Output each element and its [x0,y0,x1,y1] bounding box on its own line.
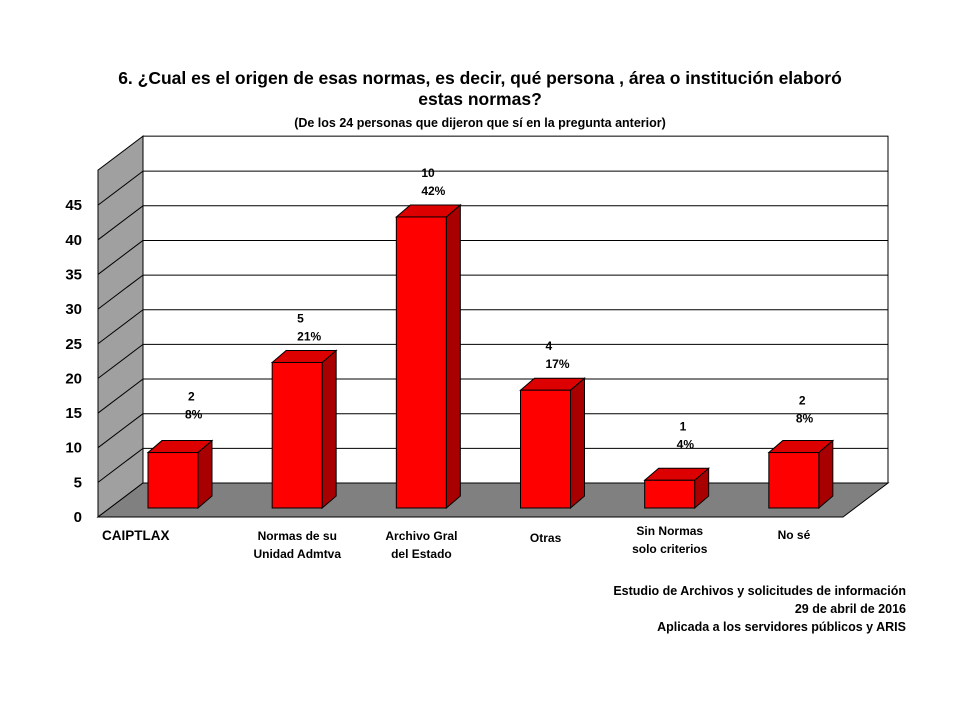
data-label-count: 4 [546,339,553,353]
gridline-side [97,447,144,483]
x-tick-label: CAIPTLAX [102,528,170,543]
data-label-percent: 21% [297,329,321,343]
bar-6 [767,439,835,510]
footer-line-3: Aplicada a los servidores públicos y ARI… [657,620,906,634]
data-label-count: 1 [680,419,687,433]
x-tick-label: del Estado [391,547,452,561]
data-label-percent: 42% [421,184,445,198]
x-tick-label: Sin Normas [636,524,703,538]
footer-note: Estudio de Archivos y solicitudes de inf… [613,582,906,636]
y-tick-label: 10 [65,440,82,457]
bar-front [520,389,571,509]
y-tick-label: 30 [65,301,82,318]
x-tick-label: Normas de su [258,529,337,543]
bar-front [271,361,323,509]
bar-1 [146,439,214,510]
x-tick-label: Unidad Admtva [253,547,341,561]
bar-side [321,349,337,510]
data-label-percent: 17% [546,357,570,371]
data-label-count: 2 [188,390,195,404]
bar-front [395,216,447,509]
gridline-side [97,240,144,275]
y-tick-label: 0 [74,509,82,526]
bar-3 [394,203,462,510]
chart-subtitle: (De los 24 personas que dijeron que sí e… [294,116,666,130]
y-tick-label: 40 [65,232,82,249]
bar-side [445,203,461,510]
footer-line-2: 29 de abril de 2016 [794,602,906,616]
gridline-side [97,378,144,414]
footer-line-1: Estudio de Archivos y solicitudes de inf… [613,584,906,598]
x-tick-label: Otras [530,531,562,545]
data-label-percent: 4% [677,437,695,451]
y-tick-label: 15 [65,405,82,422]
bar-4 [519,377,586,510]
data-label-count: 2 [799,394,806,408]
bar-front [768,452,820,509]
bar-5 [643,467,711,510]
bar-front [147,452,199,509]
gridline-side [97,344,144,379]
bar-side [570,377,585,510]
chart-title: 6. ¿Cual es el origen de esas normas, es… [118,68,842,109]
gridline-side [97,413,144,449]
x-tick-label: solo criterios [632,542,708,556]
bar-2 [270,349,338,510]
y-tick-label: 5 [74,474,82,491]
y-tick-label: 25 [65,336,82,353]
gridline-side [97,309,144,345]
gridline-side [97,274,144,310]
data-label-count: 10 [421,166,435,180]
gridline-side [97,170,144,206]
data-label-percent: 8% [796,412,814,426]
gridline-side [97,205,144,241]
data-label-percent: 8% [185,408,203,422]
y-tick-label: 45 [65,197,82,214]
x-tick-label: No sé [778,528,811,542]
x-tick-label: Archivo Gral [385,529,457,543]
y-tick-label: 35 [65,266,82,283]
bar-front [644,479,696,509]
data-label-count: 5 [297,311,304,325]
y-tick-label: 20 [65,370,82,387]
